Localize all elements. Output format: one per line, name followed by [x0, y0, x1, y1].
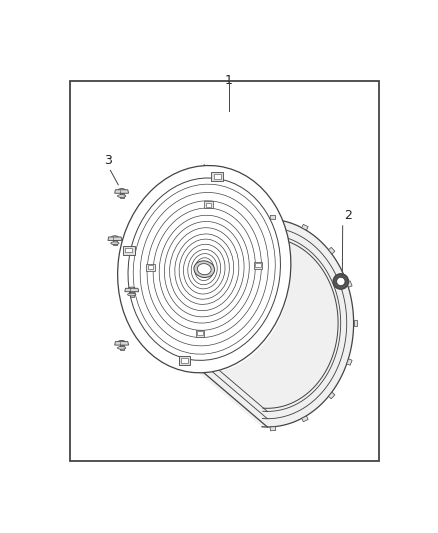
Polygon shape	[328, 247, 335, 254]
FancyBboxPatch shape	[197, 332, 203, 335]
FancyBboxPatch shape	[181, 358, 188, 362]
Polygon shape	[113, 240, 117, 245]
Text: 1: 1	[225, 74, 233, 87]
Ellipse shape	[111, 242, 119, 245]
Ellipse shape	[194, 261, 215, 278]
FancyBboxPatch shape	[179, 356, 191, 365]
FancyBboxPatch shape	[255, 263, 261, 268]
Circle shape	[336, 277, 345, 286]
FancyBboxPatch shape	[126, 248, 132, 253]
Ellipse shape	[118, 189, 125, 191]
Polygon shape	[108, 237, 122, 240]
FancyBboxPatch shape	[254, 262, 262, 269]
Text: 2: 2	[344, 209, 352, 222]
Polygon shape	[115, 342, 128, 345]
Polygon shape	[130, 292, 134, 296]
Ellipse shape	[117, 195, 126, 197]
FancyBboxPatch shape	[212, 172, 223, 181]
Polygon shape	[346, 281, 352, 287]
FancyBboxPatch shape	[148, 265, 153, 269]
Polygon shape	[302, 224, 308, 230]
Polygon shape	[125, 288, 139, 292]
Ellipse shape	[117, 346, 126, 349]
Ellipse shape	[127, 293, 136, 296]
FancyBboxPatch shape	[206, 203, 211, 207]
Ellipse shape	[118, 341, 125, 343]
Polygon shape	[115, 190, 128, 193]
Polygon shape	[120, 193, 124, 198]
Polygon shape	[353, 320, 357, 326]
Text: 3: 3	[104, 154, 112, 166]
Ellipse shape	[198, 264, 211, 274]
FancyBboxPatch shape	[214, 174, 221, 179]
Polygon shape	[346, 359, 352, 365]
FancyBboxPatch shape	[196, 330, 204, 337]
Polygon shape	[270, 215, 276, 220]
Polygon shape	[328, 392, 335, 399]
Circle shape	[333, 274, 349, 289]
FancyBboxPatch shape	[146, 264, 155, 271]
Polygon shape	[270, 426, 276, 431]
Polygon shape	[199, 165, 353, 427]
FancyBboxPatch shape	[204, 201, 213, 208]
Ellipse shape	[118, 166, 291, 373]
FancyBboxPatch shape	[123, 246, 134, 255]
Polygon shape	[120, 345, 124, 350]
Ellipse shape	[128, 287, 135, 290]
Ellipse shape	[111, 236, 118, 239]
Polygon shape	[302, 416, 308, 422]
